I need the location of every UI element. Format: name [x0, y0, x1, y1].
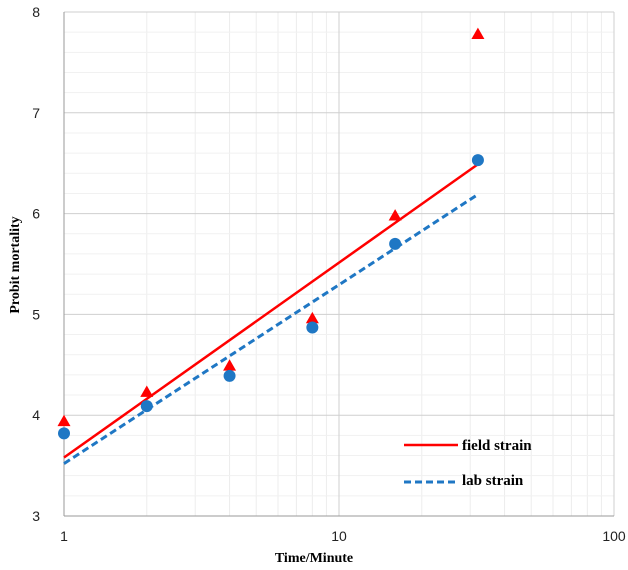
x-tick-label: 10 — [331, 528, 347, 544]
y-tick-label: 4 — [32, 407, 40, 423]
data-points — [57, 27, 485, 440]
y-tick-label: 3 — [32, 508, 40, 524]
y-tick-label: 8 — [32, 4, 40, 20]
point-field-strain — [57, 414, 71, 427]
point-lab-strain — [58, 427, 70, 440]
fit-line-lab-strain — [63, 193, 479, 465]
y-tick-label: 5 — [32, 306, 40, 322]
point-lab-strain — [389, 237, 402, 250]
point-lab-strain — [306, 321, 319, 334]
legend-label-lab-strain: lab strain — [462, 473, 524, 489]
point-field-strain — [140, 385, 154, 397]
legend-label-field-strain: field strain — [462, 438, 532, 454]
fit-line-field-strain — [63, 163, 479, 459]
x-axis-title: Time/Minute — [275, 551, 353, 566]
y-tick-label: 7 — [32, 105, 40, 121]
point-field-strain — [471, 27, 485, 40]
x-tick-label: 100 — [602, 528, 626, 544]
point-field-strain — [305, 311, 319, 324]
point-field-strain — [388, 209, 402, 221]
point-field-strain — [223, 359, 237, 371]
legend: field strain lab strain — [404, 438, 532, 489]
y-tick-label: 6 — [32, 206, 40, 222]
x-tick-label: 1 — [60, 528, 68, 544]
point-lab-strain — [140, 400, 153, 413]
tick-labels: 1 10 100 3 4 5 6 7 8 — [32, 4, 626, 544]
y-axis-title: Probit mortality — [8, 216, 23, 313]
grid — [63, 11, 615, 517]
point-lab-strain — [471, 154, 484, 167]
fit-lines — [63, 163, 479, 465]
point-lab-strain — [223, 369, 236, 382]
